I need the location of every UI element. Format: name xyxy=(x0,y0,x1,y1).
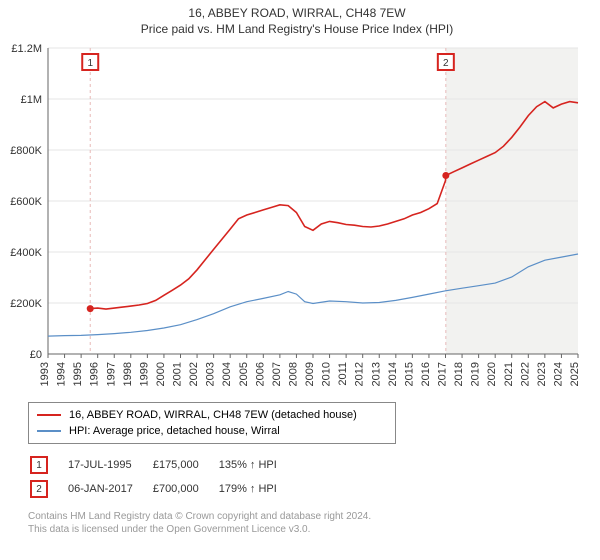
chart-title-subtitle: Price paid vs. HM Land Registry's House … xyxy=(4,22,590,36)
price-chart: £0 £200K £400K £600K £800K £1M £1.2M 1993 1994 19… xyxy=(4,40,590,396)
event-price: £175,000 xyxy=(153,454,217,476)
svg-text:1: 1 xyxy=(87,58,93,69)
svg-text:2008: 2008 xyxy=(287,362,299,386)
svg-text:1995: 1995 xyxy=(72,362,84,386)
svg-text:2021: 2021 xyxy=(503,362,515,386)
legend-item-hpi: HPI: Average price, detached house, Wirr… xyxy=(37,423,387,439)
svg-text:2023: 2023 xyxy=(536,362,548,386)
svg-text:2025: 2025 xyxy=(569,362,581,386)
svg-text:2005: 2005 xyxy=(238,362,250,386)
svg-text:1993: 1993 xyxy=(39,362,51,386)
svg-text:2010: 2010 xyxy=(321,362,333,386)
legend-swatch-hpi xyxy=(37,430,61,432)
event-marker-icon: 2 xyxy=(30,480,48,498)
legend-item-property: 16, ABBEY ROAD, WIRRAL, CH48 7EW (detach… xyxy=(37,407,387,423)
svg-text:2019: 2019 xyxy=(470,362,482,386)
event-date: 17-JUL-1995 xyxy=(68,454,151,476)
svg-text:2018: 2018 xyxy=(453,362,465,386)
data-attribution: Contains HM Land Registry data © Crown c… xyxy=(28,510,590,536)
svg-text:£1M: £1M xyxy=(21,94,42,106)
event-date: 06-JAN-2017 xyxy=(68,478,151,500)
svg-text:2017: 2017 xyxy=(437,362,449,386)
svg-text:£200K: £200K xyxy=(10,298,42,310)
svg-text:1994: 1994 xyxy=(56,362,68,386)
svg-text:2020: 2020 xyxy=(486,362,498,386)
svg-text:£400K: £400K xyxy=(10,247,42,259)
legend: 16, ABBEY ROAD, WIRRAL, CH48 7EW (detach… xyxy=(28,402,396,444)
svg-text:2001: 2001 xyxy=(172,362,184,386)
legend-label-hpi: HPI: Average price, detached house, Wirr… xyxy=(69,425,280,437)
svg-text:2013: 2013 xyxy=(370,362,382,386)
svg-text:2006: 2006 xyxy=(254,362,266,386)
svg-text:2014: 2014 xyxy=(387,362,399,386)
svg-text:£1.2M: £1.2M xyxy=(11,43,42,55)
svg-text:1999: 1999 xyxy=(138,362,150,386)
event-price: £700,000 xyxy=(153,478,217,500)
svg-text:£800K: £800K xyxy=(10,145,42,157)
svg-text:2: 2 xyxy=(443,58,449,69)
svg-text:2016: 2016 xyxy=(420,362,432,386)
event-row: 2 06-JAN-2017 £700,000 179% ↑ HPI xyxy=(30,478,295,500)
event-delta: 179% ↑ HPI xyxy=(219,478,295,500)
svg-text:2022: 2022 xyxy=(519,362,531,386)
event-delta: 135% ↑ HPI xyxy=(219,454,295,476)
chart-title-address: 16, ABBEY ROAD, WIRRAL, CH48 7EW xyxy=(4,6,590,20)
legend-swatch-property xyxy=(37,414,61,416)
svg-text:2000: 2000 xyxy=(155,362,167,386)
svg-text:£0: £0 xyxy=(30,349,42,361)
svg-text:2011: 2011 xyxy=(337,362,349,386)
legend-label-property: 16, ABBEY ROAD, WIRRAL, CH48 7EW (detach… xyxy=(69,409,357,421)
attribution-line: Contains HM Land Registry data © Crown c… xyxy=(28,510,590,523)
event-marker-icon: 1 xyxy=(30,456,48,474)
svg-text:2007: 2007 xyxy=(271,362,283,386)
svg-text:1996: 1996 xyxy=(89,362,101,386)
svg-text:2012: 2012 xyxy=(354,362,366,386)
svg-text:2002: 2002 xyxy=(188,362,200,386)
svg-text:1997: 1997 xyxy=(105,362,117,386)
event-row: 1 17-JUL-1995 £175,000 135% ↑ HPI xyxy=(30,454,295,476)
svg-text:2024: 2024 xyxy=(552,362,564,386)
svg-text:£600K: £600K xyxy=(10,196,42,208)
events-table: 1 17-JUL-1995 £175,000 135% ↑ HPI 2 06-J… xyxy=(28,452,297,502)
svg-text:1998: 1998 xyxy=(122,362,134,386)
svg-text:2004: 2004 xyxy=(221,362,233,386)
attribution-line: This data is licensed under the Open Gov… xyxy=(28,523,590,536)
svg-text:2009: 2009 xyxy=(304,362,316,386)
svg-text:2003: 2003 xyxy=(205,362,217,386)
svg-text:2015: 2015 xyxy=(403,362,415,386)
